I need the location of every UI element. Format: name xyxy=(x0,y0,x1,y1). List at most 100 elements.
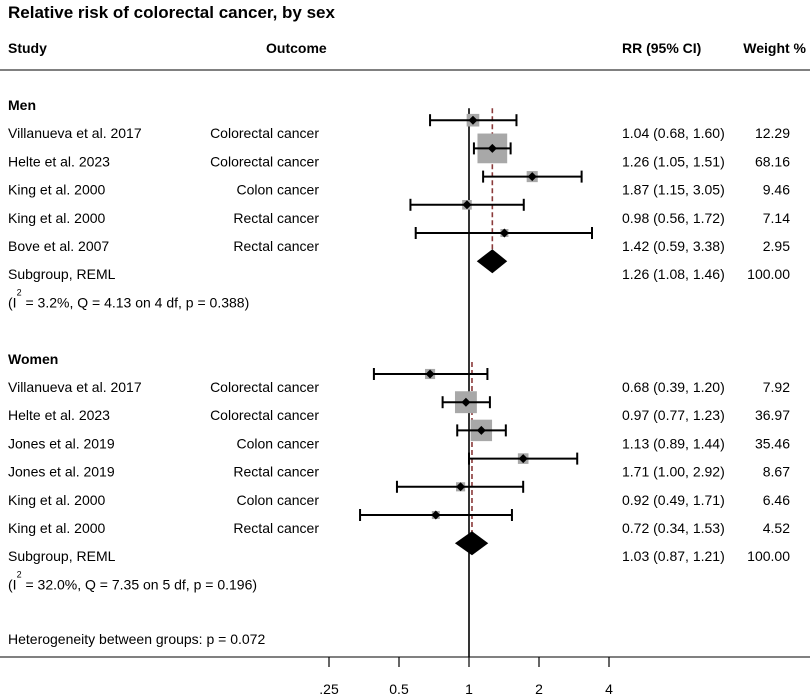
study-rr-ci: 1.26 (1.05, 1.51) xyxy=(622,153,725,169)
study-rr-ci: 0.97 (0.77, 1.23) xyxy=(622,407,725,423)
group-0: Men Villanueva et al. 2017 Colorectal canc… xyxy=(8,97,790,310)
study-rr-ci: 0.72 (0.34, 1.53) xyxy=(622,520,725,536)
pooled-diamond xyxy=(476,249,508,274)
x-tick-label: 2 xyxy=(535,681,543,696)
study-outcome: Rectal cancer xyxy=(233,520,319,536)
study-weight: 7.92 xyxy=(763,379,790,395)
study-rr-ci: 1.04 (0.68, 1.60) xyxy=(622,125,725,141)
group-1: Women Villanueva et al. 2017 Colorectal ca… xyxy=(8,351,790,593)
x-tick-label: .25 xyxy=(319,681,339,696)
study-name: King et al. 2000 xyxy=(8,182,106,198)
study-rr-ci: 1.42 (0.59, 3.38) xyxy=(622,238,725,254)
point-marker xyxy=(487,143,497,153)
study-outcome: Colon cancer xyxy=(237,182,320,198)
study-outcome: Colorectal cancer xyxy=(210,407,319,423)
x-tick-label: 0.5 xyxy=(389,681,409,696)
point-marker xyxy=(527,172,537,182)
study-weight: 7.14 xyxy=(763,210,790,226)
study-outcome: Colorectal cancer xyxy=(210,379,319,395)
pooled-diamond xyxy=(454,531,489,556)
point-marker xyxy=(462,200,472,210)
subgroup-rr-ci: 1.03 (0.87, 1.21) xyxy=(622,548,725,564)
point-marker xyxy=(476,425,486,435)
heterogeneity-stats: (I2 = 32.0%, Q = 7.35 on 5 df, p = 0.196… xyxy=(8,569,257,592)
study-row: Jones et al. 2019 Rectal cancer 1.71 (1.00… xyxy=(8,452,790,480)
column-header-rr: RR (95% CI) xyxy=(622,40,701,56)
study-row: Villanueva et al. 2017 Colorectal cancer 0… xyxy=(8,368,790,395)
point-marker xyxy=(461,397,471,407)
study-rr-ci: 1.71 (1.00, 2.92) xyxy=(622,464,725,480)
study-name: Jones et al. 2019 xyxy=(8,464,115,480)
subgroup-weight: 100.00 xyxy=(747,548,790,564)
study-rr-ci: 0.98 (0.56, 1.72) xyxy=(622,210,725,226)
chart-title: Relative risk of colorectal cancer, by s… xyxy=(8,3,335,22)
study-name: Helte et al. 2023 xyxy=(8,407,110,423)
study-outcome: Rectal cancer xyxy=(233,210,319,226)
point-marker xyxy=(425,369,435,379)
study-row: Helte et al. 2023 Colorectal cancer 0.97 (… xyxy=(8,391,790,423)
study-row: Helte et al. 2023 Colorectal cancer 1.26 (… xyxy=(8,133,790,169)
study-name: Villanueva et al. 2017 xyxy=(8,379,142,395)
study-name: Villanueva et al. 2017 xyxy=(8,125,142,141)
study-row: King et al. 2000 Rectal cancer 0.98 (0.56,… xyxy=(8,198,790,226)
study-outcome: Rectal cancer xyxy=(233,464,319,480)
study-weight: 35.46 xyxy=(755,435,790,451)
subgroup-rr-ci: 1.26 (1.08, 1.46) xyxy=(622,266,725,282)
study-rr-ci: 1.87 (1.15, 3.05) xyxy=(622,182,725,198)
point-marker xyxy=(468,115,478,125)
subgroup-row: Subgroup, REML 1.03 (0.87, 1.21) 100.00 xyxy=(8,531,790,564)
subgroup-row: Subgroup, REML 1.26 (1.08, 1.46) 100.00 xyxy=(8,249,790,282)
study-row: Bove et al. 2007 Rectal cancer 1.42 (0.59,… xyxy=(8,227,790,254)
heterogeneity-stats: (I2 = 3.2%, Q = 4.13 on 4 df, p = 0.388) xyxy=(8,287,249,310)
subgroup-weight: 100.00 xyxy=(747,266,790,282)
point-marker xyxy=(499,228,509,238)
study-name: Helte et al. 2023 xyxy=(8,153,110,169)
study-row: King et al. 2000 Rectal cancer 0.72 (0.34,… xyxy=(8,509,790,536)
study-rr-ci: 0.68 (0.39, 1.20) xyxy=(622,379,725,395)
study-name: King et al. 2000 xyxy=(8,520,106,536)
between-groups-heterogeneity: Heterogeneity between groups: p = 0.072 xyxy=(8,631,265,647)
heterogeneity-prefix: (I xyxy=(8,294,17,310)
study-weight: 2.95 xyxy=(763,238,790,254)
study-outcome: Rectal cancer xyxy=(233,238,319,254)
study-name: King et al. 2000 xyxy=(8,492,106,508)
study-row: Villanueva et al. 2017 Colorectal cancer 1… xyxy=(8,113,790,141)
heterogeneity-rest: = 3.2%, Q = 4.13 on 4 df, p = 0.388) xyxy=(22,294,250,310)
column-header-outcome: Outcome xyxy=(266,40,327,56)
study-weight: 4.52 xyxy=(763,520,790,536)
column-header-study: Study xyxy=(8,40,47,56)
study-outcome: Colon cancer xyxy=(237,435,320,451)
point-marker xyxy=(456,482,466,492)
point-marker xyxy=(431,510,441,520)
study-weight: 12.29 xyxy=(755,125,790,141)
x-axis: .25 0.5 1 2 4 xyxy=(319,657,613,696)
subgroup-label: Subgroup, REML xyxy=(8,266,116,282)
reference-lines xyxy=(468,108,494,657)
study-row: King et al. 2000 Colon cancer 0.92 (0.49, … xyxy=(8,480,790,508)
point-marker xyxy=(518,454,528,464)
study-rr-ci: 0.92 (0.49, 1.71) xyxy=(622,492,725,508)
heterogeneity-superscript: 2 xyxy=(17,287,22,297)
heterogeneity-superscript: 2 xyxy=(17,569,22,579)
x-tick-label: 4 xyxy=(605,681,613,696)
study-weight: 68.16 xyxy=(755,153,790,169)
study-weight: 36.97 xyxy=(755,407,790,423)
study-name: King et al. 2000 xyxy=(8,210,106,226)
study-weight: 6.46 xyxy=(763,492,790,508)
group-label: Women xyxy=(8,351,58,367)
study-rr-ci: 1.13 (0.89, 1.44) xyxy=(622,435,725,451)
study-name: Jones et al. 2019 xyxy=(8,435,115,451)
x-tick-label: 1 xyxy=(465,681,473,696)
heterogeneity-prefix: (I xyxy=(8,576,17,592)
study-row: Jones et al. 2019 Colon cancer 1.13 (0.89,… xyxy=(8,419,790,451)
study-weight: 8.67 xyxy=(763,464,790,480)
column-header-weight: Weight % xyxy=(743,40,806,56)
heterogeneity-rest: = 32.0%, Q = 7.35 on 5 df, p = 0.196) xyxy=(22,576,257,592)
subgroup-label: Subgroup, REML xyxy=(8,548,116,564)
study-name: Bove et al. 2007 xyxy=(8,238,109,254)
study-row: King et al. 2000 Colon cancer 1.87 (1.15, … xyxy=(8,170,790,198)
study-rows: Men Villanueva et al. 2017 Colorectal canc… xyxy=(8,97,790,592)
study-outcome: Colorectal cancer xyxy=(210,125,319,141)
study-outcome: Colon cancer xyxy=(237,492,320,508)
